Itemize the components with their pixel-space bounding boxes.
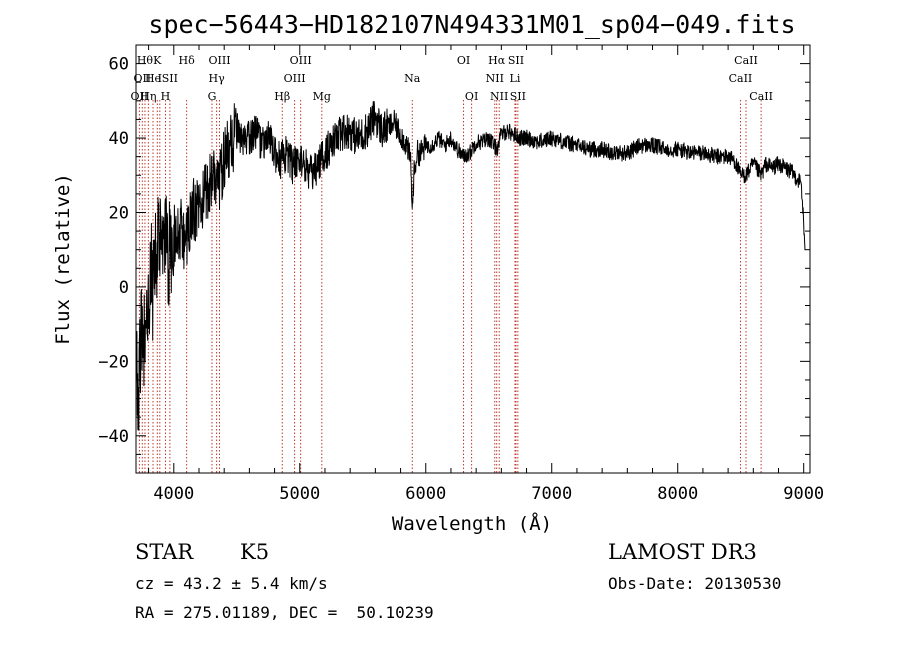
- line-marker-label: CaII: [734, 54, 758, 67]
- line-marker-label: NII: [490, 90, 508, 103]
- x-tick-label: 7000: [531, 484, 572, 504]
- object-class: STAR: [135, 540, 194, 564]
- line-marker-label: Hθ: [137, 54, 154, 67]
- line-marker-label: OIII: [208, 54, 230, 67]
- x-tick-label: 8000: [657, 484, 698, 504]
- plot-frame: [135, 44, 811, 474]
- sky-coordinates: RA = 275.01189, DEC = 50.10239: [135, 603, 434, 622]
- line-marker-label: I: [158, 72, 162, 85]
- redshift-value: cz = 43.2 ± 5.4 km/s: [135, 574, 328, 593]
- line-marker-label: Na: [404, 72, 421, 85]
- line-marker-label: OI: [457, 54, 470, 67]
- flux-series-line: [135, 100, 806, 431]
- line-marker-label: CaII: [749, 90, 773, 103]
- line-marker-label: NII: [486, 72, 504, 85]
- x-tick-label: 6000: [405, 484, 446, 504]
- y-tick-label: 60: [109, 55, 129, 75]
- line-marker-label: OIII: [290, 54, 312, 67]
- line-marker-label: Hδ: [179, 54, 196, 67]
- spectral-line-markers: OIIOIIHθHηHeKIHSIIHδGHγOIIIHβOIIIOIIIMgN…: [131, 54, 773, 473]
- x-tick-label: 9000: [783, 484, 824, 504]
- line-marker-label: He: [145, 72, 161, 85]
- line-marker-label: H: [161, 90, 171, 103]
- line-marker-label: OI: [465, 90, 478, 103]
- y-tick-label: −40: [98, 427, 129, 447]
- line-marker-label: SII: [162, 72, 178, 85]
- line-marker-label: Hβ: [274, 90, 290, 103]
- line-marker-label: Hγ: [209, 72, 226, 85]
- y-tick-label: 0: [119, 278, 129, 298]
- line-marker-label: K: [153, 54, 162, 67]
- axis-ticks: 4000 5000 6000 7000 8000 9000 −40 −20 0 20 40 60: [98, 45, 824, 504]
- y-tick-label: 40: [109, 129, 129, 149]
- object-subclass: K5: [240, 540, 270, 564]
- line-marker-label: Li: [510, 72, 521, 85]
- survey-name: LAMOST DR3: [608, 540, 757, 564]
- y-tick-label: −20: [98, 352, 129, 372]
- line-marker-label: G: [208, 90, 217, 103]
- chart-title: spec−56443−HD182107N494331M01_sp04−049.f…: [148, 10, 795, 39]
- y-axis-label: Flux (relative): [52, 173, 74, 345]
- y-tick-label: 20: [109, 203, 129, 223]
- x-axis-label: Wavelength (Å): [392, 512, 552, 535]
- line-marker-label: Mg: [313, 90, 331, 103]
- line-marker-label: SII: [510, 90, 526, 103]
- line-marker-label: OII: [131, 90, 149, 103]
- x-tick-label: 5000: [279, 484, 320, 504]
- line-marker-label: CaII: [729, 72, 753, 85]
- line-marker-label: Hη: [140, 90, 156, 103]
- observation-date: Obs-Date: 20130530: [608, 574, 782, 593]
- line-marker-label: Hα: [488, 54, 506, 67]
- line-marker-label: SII: [508, 54, 524, 67]
- line-marker-label: OIII: [284, 72, 306, 85]
- x-tick-label: 4000: [153, 484, 194, 504]
